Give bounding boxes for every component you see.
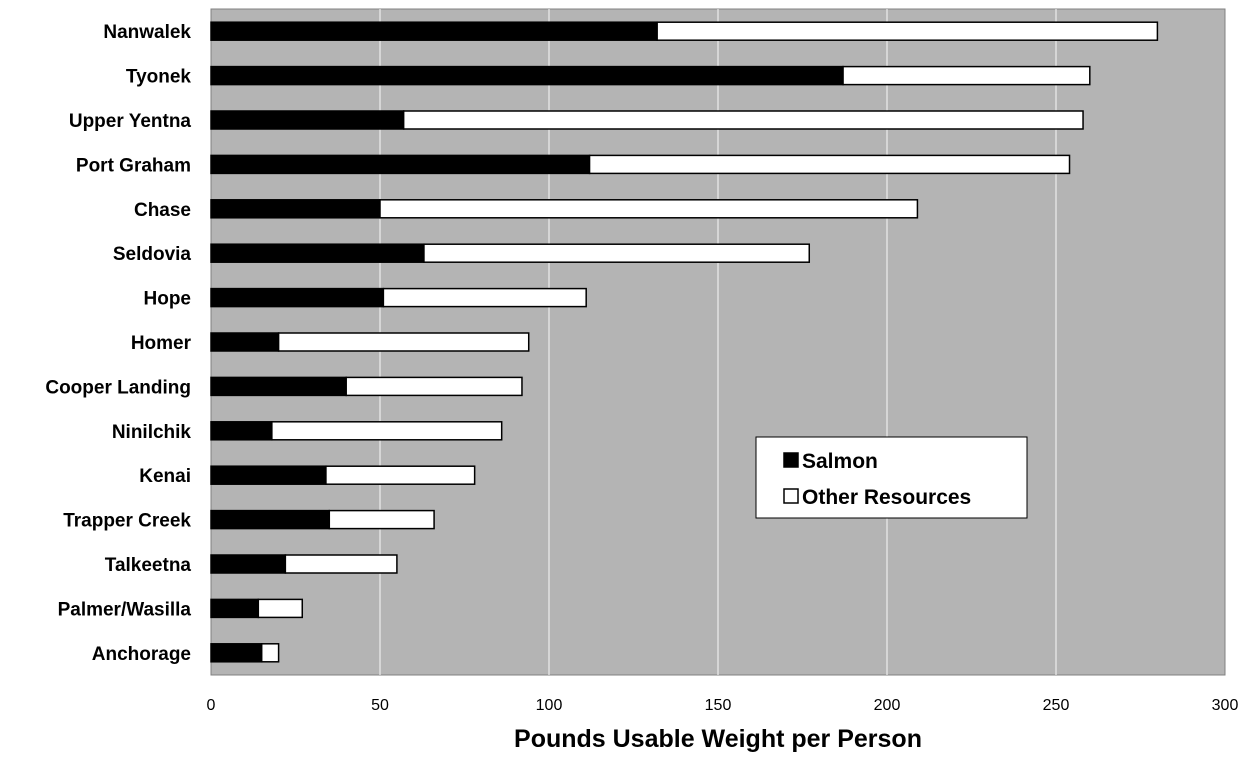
legend-swatch	[783, 452, 799, 468]
category-label: Talkeetna	[105, 555, 192, 576]
bar-segment	[842, 65, 1091, 86]
legend-label: Other Resources	[802, 486, 971, 509]
bar-segment	[210, 598, 260, 619]
category-label: Hope	[144, 289, 192, 310]
x-axis-title: Pounds Usable Weight per Person	[514, 725, 922, 753]
x-tick-label: 150	[705, 697, 732, 714]
bar-segment	[210, 332, 280, 352]
category-label: Anchorage	[92, 644, 191, 665]
bar-segment	[210, 643, 263, 663]
bar-segment	[588, 154, 1071, 175]
x-tick-label: 100	[536, 697, 563, 714]
category-label: Port Graham	[76, 155, 191, 176]
legend: Salmon Other Resources	[755, 436, 1028, 519]
category-label: Tyonek	[126, 67, 192, 88]
legend-label: Salmon	[802, 450, 878, 473]
bar-segment	[210, 110, 405, 130]
bar-segment	[210, 554, 287, 574]
category-label: Trapper Creek	[63, 511, 191, 532]
x-tick-label: 200	[874, 697, 901, 714]
category-label: Kenai	[139, 466, 191, 487]
bar-segment	[210, 65, 844, 86]
bar-segment	[423, 243, 811, 263]
bar-segment	[210, 243, 425, 263]
bar-segment	[210, 199, 381, 219]
category-label: Upper Yentna	[69, 111, 192, 132]
bar-segment	[210, 509, 331, 530]
bar-segment	[210, 154, 591, 175]
bars	[210, 21, 1159, 663]
bar-segment	[260, 643, 280, 663]
bar-segment	[345, 376, 523, 397]
bar-segment	[402, 110, 1084, 130]
bar-segment	[210, 465, 327, 485]
bar-segment	[210, 421, 273, 441]
legend-swatch	[783, 488, 799, 504]
bar-segment	[656, 21, 1159, 41]
category-label: Cooper Landing	[45, 377, 191, 398]
bar-segment	[325, 465, 476, 485]
x-tick-label: 300	[1212, 697, 1239, 714]
category-label: Seldovia	[113, 244, 192, 265]
bar-segment	[284, 554, 398, 574]
legend-box	[755, 436, 1028, 519]
bar-segment	[210, 376, 347, 397]
category-label: Chase	[134, 200, 191, 221]
bar-segment	[379, 199, 919, 219]
bar-segment	[271, 421, 503, 441]
bar-segment	[257, 598, 304, 619]
category-labels: Nanwalek Tyonek Upper Yentna Port Graham Cha…	[45, 22, 191, 665]
x-axis-ticks: 0 50 100 150 200 250 300	[207, 697, 1239, 714]
x-tick-label: 250	[1043, 697, 1070, 714]
bar-segment	[210, 287, 385, 308]
x-tick-label: 0	[207, 697, 216, 714]
category-label: Ninilchik	[112, 422, 192, 443]
category-label: Homer	[131, 333, 192, 354]
category-label: Palmer/Wasilla	[58, 599, 192, 620]
bar-segment	[328, 509, 435, 530]
bar-segment	[382, 287, 587, 308]
bar-segment	[277, 332, 530, 352]
category-label: Nanwalek	[103, 22, 191, 43]
x-tick-label: 50	[371, 697, 389, 714]
bar-segment	[210, 21, 658, 41]
